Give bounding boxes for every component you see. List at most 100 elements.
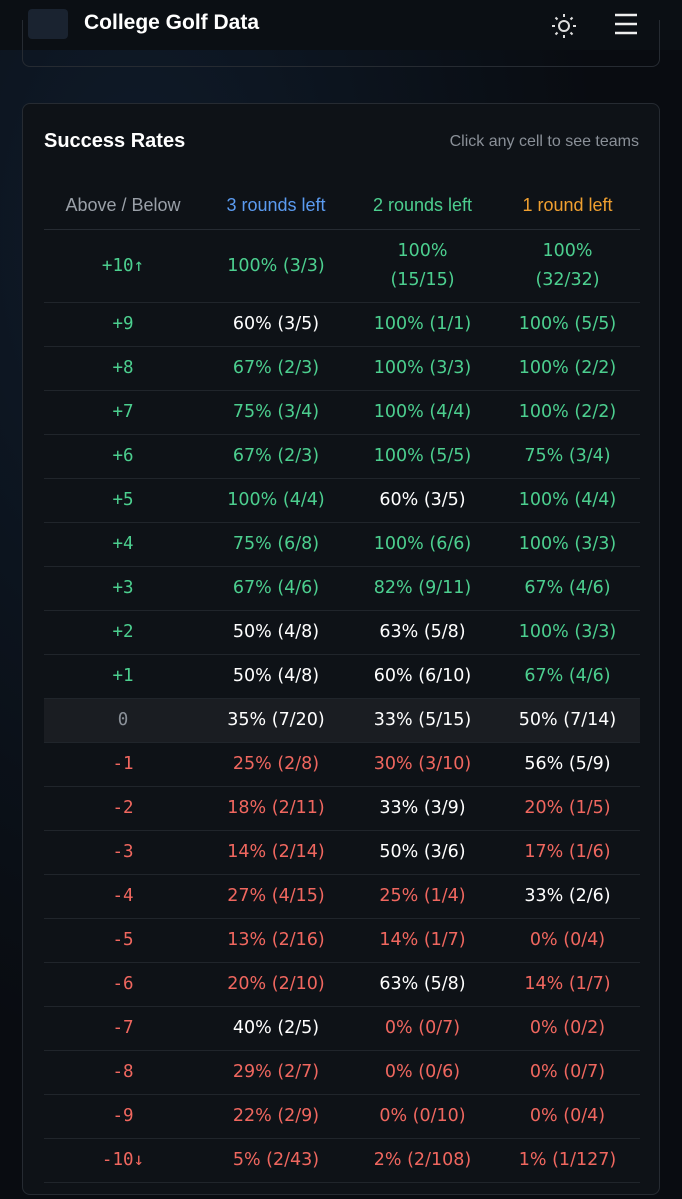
rate-cell[interactable]: 60% (6/10) bbox=[350, 654, 495, 699]
rate-cell[interactable]: 100% (3/3) bbox=[202, 229, 350, 303]
rate-cell[interactable]: 33% (2/6) bbox=[495, 874, 640, 919]
rate-cell[interactable]: 67% (2/3) bbox=[202, 346, 350, 391]
card-title: Success Rates bbox=[44, 130, 186, 152]
table-row: -2 18% (2/11) 33% (3/9) 20% (1/5) bbox=[44, 786, 640, 831]
rate-cell[interactable]: 33% (3/9) bbox=[350, 786, 495, 831]
table-row: +3 67% (4/6) 82% (9/11) 67% (4/6) bbox=[44, 566, 640, 611]
table-row: -1 25% (2/8) 30% (3/10) 56% (5/9) bbox=[44, 742, 640, 787]
card-hint: Click any cell to see teams bbox=[449, 133, 639, 150]
rate-cell[interactable]: 0% (0/10) bbox=[350, 1094, 495, 1139]
row-label: -5 bbox=[44, 918, 202, 963]
table-row: -4 27% (4/15) 25% (1/4) 33% (2/6) bbox=[44, 874, 640, 919]
rate-cell[interactable]: 5% (2/43) bbox=[202, 1138, 350, 1183]
rate-cell[interactable]: 17% (1/6) bbox=[495, 830, 640, 875]
rate-cell[interactable]: 13% (2/16) bbox=[202, 918, 350, 963]
rate-cell[interactable]: 27% (4/15) bbox=[202, 874, 350, 919]
row-label: +8 bbox=[44, 346, 202, 391]
rate-cell[interactable]: 75% (3/4) bbox=[202, 390, 350, 435]
rate-cell[interactable]: 67% (2/3) bbox=[202, 434, 350, 479]
rate-cell[interactable]: 25% (2/8) bbox=[202, 742, 350, 787]
rate-cell[interactable]: 20% (1/5) bbox=[495, 786, 640, 831]
row-label: -9 bbox=[44, 1094, 202, 1139]
rate-cell[interactable]: 0% (0/4) bbox=[495, 1094, 640, 1139]
row-label: +9 bbox=[44, 302, 202, 347]
rate-cell[interactable]: 100% (3/3) bbox=[495, 522, 640, 567]
rate-cell[interactable]: 22% (2/9) bbox=[202, 1094, 350, 1139]
rate-cell[interactable]: 1% (1/127) bbox=[495, 1138, 640, 1183]
rate-cell[interactable]: 14% (2/14) bbox=[202, 830, 350, 875]
rate-cell[interactable]: 67% (4/6) bbox=[202, 566, 350, 611]
column-header: 1 round left bbox=[495, 181, 640, 230]
rate-cell[interactable]: 100% (32/32) bbox=[495, 229, 640, 303]
rate-cell[interactable]: 63% (5/8) bbox=[350, 610, 495, 655]
table-row: +6 67% (2/3) 100% (5/5) 75% (3/4) bbox=[44, 434, 640, 479]
rate-cell[interactable]: 25% (1/4) bbox=[350, 874, 495, 919]
logo[interactable] bbox=[28, 9, 68, 39]
rate-cell[interactable]: 75% (3/4) bbox=[495, 434, 640, 479]
previous-card bbox=[22, 20, 660, 67]
rate-cell[interactable]: 50% (4/8) bbox=[202, 654, 350, 699]
row-label: 0 bbox=[44, 698, 202, 743]
row-label: -1 bbox=[44, 742, 202, 787]
rate-cell[interactable]: 100% (3/3) bbox=[495, 610, 640, 655]
rate-cell[interactable]: 14% (1/7) bbox=[495, 962, 640, 1007]
table-row: -9 22% (2/9) 0% (0/10) 0% (0/4) bbox=[44, 1094, 640, 1139]
rate-cell[interactable]: 50% (4/8) bbox=[202, 610, 350, 655]
rate-cell[interactable]: 2% (2/108) bbox=[350, 1138, 495, 1183]
rate-cell[interactable]: 50% (3/6) bbox=[350, 830, 495, 875]
rate-cell[interactable]: 0% (0/2) bbox=[495, 1006, 640, 1051]
header: College Golf Data bbox=[0, 0, 682, 50]
menu-button[interactable] bbox=[614, 13, 638, 35]
rate-cell[interactable]: 100% (2/2) bbox=[495, 390, 640, 435]
success-card: Success Rates Click any cell to see team… bbox=[22, 103, 660, 1195]
rate-cell[interactable]: 67% (4/6) bbox=[495, 566, 640, 611]
rate-cell[interactable]: 100% (5/5) bbox=[350, 434, 495, 479]
row-label: +1 bbox=[44, 654, 202, 699]
rate-cell[interactable]: 20% (2/10) bbox=[202, 962, 350, 1007]
table-body: +10↑ 100% (3/3) 100% (15/15) 100% (32/32) +9… bbox=[44, 229, 640, 1183]
rate-cell[interactable]: 0% (0/7) bbox=[350, 1006, 495, 1051]
row-label: +10↑ bbox=[44, 229, 202, 303]
row-label: -6 bbox=[44, 962, 202, 1007]
rate-cell[interactable]: 100% (15/15) bbox=[350, 229, 495, 303]
rate-cell[interactable]: 100% (3/3) bbox=[350, 346, 495, 391]
rate-cell[interactable]: 100% (6/6) bbox=[350, 522, 495, 567]
rate-cell[interactable]: 56% (5/9) bbox=[495, 742, 640, 787]
rate-cell[interactable]: 29% (2/7) bbox=[202, 1050, 350, 1095]
row-label: -8 bbox=[44, 1050, 202, 1095]
row-label: +2 bbox=[44, 610, 202, 655]
table-row: +9 60% (3/5) 100% (1/1) 100% (5/5) bbox=[44, 302, 640, 347]
rate-cell[interactable]: 35% (7/20) bbox=[202, 698, 350, 743]
rate-cell[interactable]: 60% (3/5) bbox=[350, 478, 495, 523]
row-label: +5 bbox=[44, 478, 202, 523]
rate-cell[interactable]: 75% (6/8) bbox=[202, 522, 350, 567]
rate-cell[interactable]: 100% (5/5) bbox=[495, 302, 640, 347]
theme-toggle[interactable] bbox=[550, 12, 578, 40]
rate-cell[interactable]: 100% (4/4) bbox=[350, 390, 495, 435]
rate-cell[interactable]: 50% (7/14) bbox=[495, 698, 640, 743]
table-row: +8 67% (2/3) 100% (3/3) 100% (2/2) bbox=[44, 346, 640, 391]
rate-cell[interactable]: 0% (0/4) bbox=[495, 918, 640, 963]
rate-cell[interactable]: 100% (4/4) bbox=[202, 478, 350, 523]
rate-cell[interactable]: 18% (2/11) bbox=[202, 786, 350, 831]
rate-cell[interactable]: 60% (3/5) bbox=[202, 302, 350, 347]
rate-cell[interactable]: 100% (4/4) bbox=[495, 478, 640, 523]
rate-cell[interactable]: 0% (0/6) bbox=[350, 1050, 495, 1095]
table-row: -6 20% (2/10) 63% (5/8) 14% (1/7) bbox=[44, 962, 640, 1007]
rate-cell[interactable]: 40% (2/5) bbox=[202, 1006, 350, 1051]
row-label: -2 bbox=[44, 786, 202, 831]
rate-cell[interactable]: 0% (0/7) bbox=[495, 1050, 640, 1095]
app-title: College Golf Data bbox=[84, 11, 260, 34]
table-row: +7 75% (3/4) 100% (4/4) 100% (2/2) bbox=[44, 390, 640, 435]
rate-cell[interactable]: 82% (9/11) bbox=[350, 566, 495, 611]
rate-cell[interactable]: 30% (3/10) bbox=[350, 742, 495, 787]
rate-cell[interactable]: 100% (2/2) bbox=[495, 346, 640, 391]
table-row: +10↑ 100% (3/3) 100% (15/15) 100% (32/32) bbox=[44, 229, 640, 303]
rate-cell[interactable]: 63% (5/8) bbox=[350, 962, 495, 1007]
rate-cell[interactable]: 100% (1/1) bbox=[350, 302, 495, 347]
rate-cell[interactable]: 33% (5/15) bbox=[350, 698, 495, 743]
rate-cell[interactable]: 14% (1/7) bbox=[350, 918, 495, 963]
row-label: +3 bbox=[44, 566, 202, 611]
rate-cell[interactable]: 67% (4/6) bbox=[495, 654, 640, 699]
